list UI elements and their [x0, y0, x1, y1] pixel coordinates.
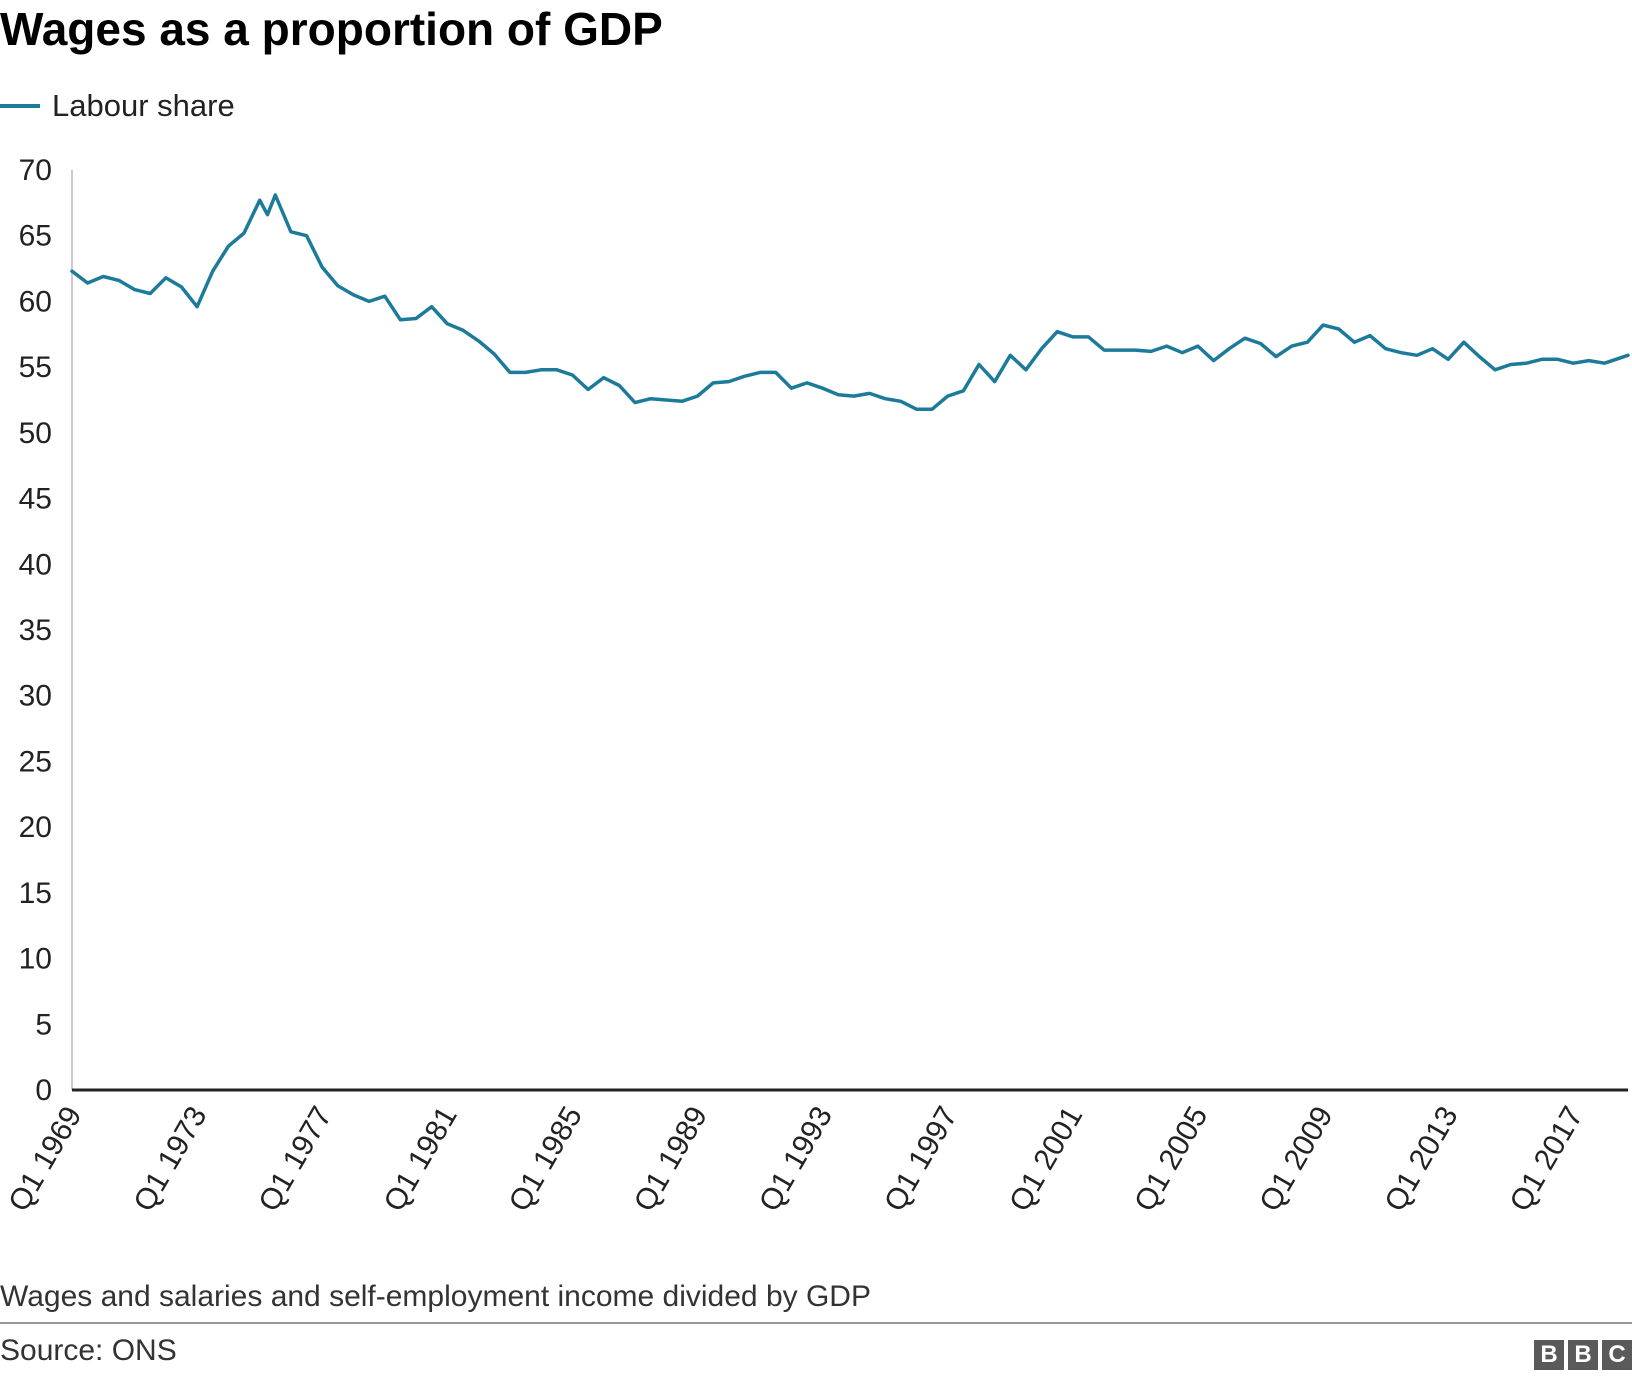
- y-tick-label: 35: [19, 614, 52, 647]
- y-tick-label: 15: [19, 877, 52, 910]
- footer-divider: [0, 1322, 1632, 1324]
- x-tick-label: Q1 2009: [1253, 1101, 1339, 1217]
- bbc-logo-letter: B: [1568, 1340, 1598, 1370]
- y-tick-label: 40: [19, 548, 52, 581]
- x-tick-label: Q1 1985: [503, 1101, 589, 1217]
- legend-swatch-labour-share: [0, 104, 40, 108]
- y-tick-label: 50: [19, 417, 52, 450]
- y-tick-label: 60: [19, 285, 52, 318]
- x-tick-label: Q1 2017: [1504, 1101, 1590, 1217]
- x-tick-label: Q1 1989: [628, 1101, 714, 1217]
- chart-footnote: Wages and salaries and self-employment i…: [0, 1280, 871, 1313]
- x-tick-label: Q1 1997: [878, 1101, 964, 1217]
- y-tick-label: 55: [19, 351, 52, 384]
- y-tick-label: 25: [19, 745, 52, 778]
- x-tick-label: Q1 2005: [1128, 1101, 1214, 1217]
- x-tick-label: Q1 1969: [2, 1101, 88, 1217]
- legend-label-labour-share: Labour share: [52, 88, 235, 123]
- x-tick-label: Q1 1981: [378, 1101, 464, 1217]
- chart-title: Wages as a proportion of GDP: [0, 3, 663, 55]
- y-tick-label: 45: [19, 483, 52, 516]
- line-chart: 0 5 10 15 20 25 30 35 40 45 50 55 60 65 70 Q1 1969 Q1 19…: [2, 154, 1630, 1217]
- bbc-logo-letter: C: [1602, 1340, 1632, 1370]
- source-credit: Source: ONS: [0, 1334, 177, 1367]
- y-tick-label: 10: [19, 943, 52, 976]
- x-tick-label: Q1 1977: [253, 1101, 339, 1217]
- y-tick-label: 65: [19, 220, 52, 253]
- y-tick-label: 20: [19, 811, 52, 844]
- y-tick-label: 0: [35, 1074, 52, 1107]
- bbc-logo: B B C: [1534, 1340, 1632, 1370]
- x-tick-label: Q1 2013: [1378, 1101, 1464, 1217]
- series-line-labour-share: [70, 193, 1630, 411]
- y-tick-label: 5: [35, 1008, 52, 1041]
- y-tick-label: 70: [19, 154, 52, 187]
- y-tick-label: 30: [19, 680, 52, 713]
- bbc-logo-letter: B: [1534, 1340, 1564, 1370]
- chart-legend: Labour share: [0, 86, 235, 126]
- x-tick-label: Q1 1993: [753, 1101, 839, 1217]
- x-tick-label: Q1 1973: [127, 1101, 213, 1217]
- x-tick-label: Q1 2001: [1003, 1101, 1089, 1217]
